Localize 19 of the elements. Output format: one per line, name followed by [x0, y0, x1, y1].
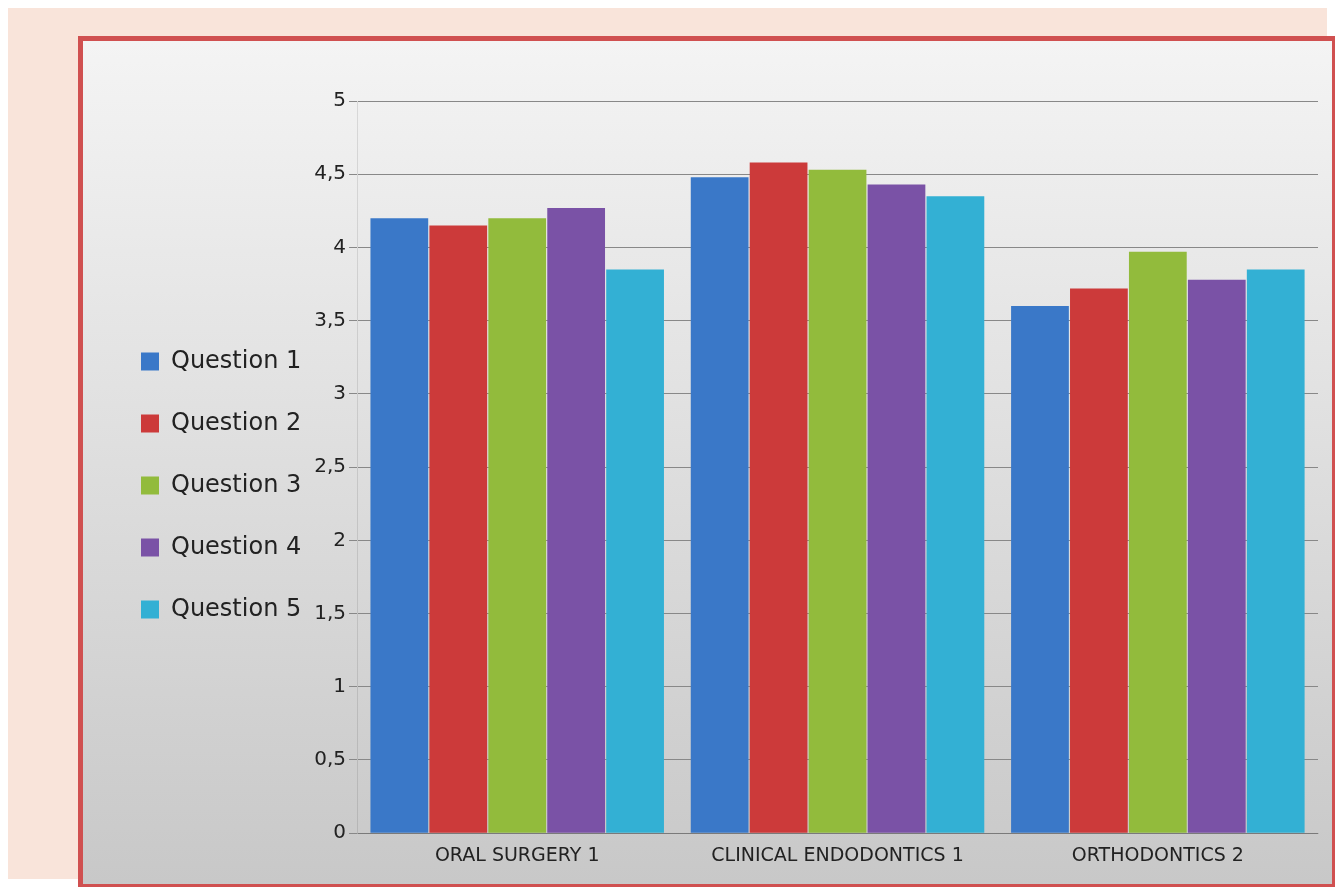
legend-label: Question 1 — [171, 345, 302, 374]
x-tick-label: ORTHODONTICS 2 — [1071, 842, 1244, 865]
legend-label: Question 2 — [171, 407, 302, 436]
x-tick-label: CLINICAL ENDODONTICS 1 — [711, 842, 964, 865]
y-tick-label: 0,5 — [314, 746, 347, 771]
y-tick-label: 1,5 — [314, 599, 347, 624]
y-tick-label: 3,5 — [314, 306, 347, 331]
y-tick-label: 3 — [333, 380, 347, 405]
legend-label: Question 4 — [171, 531, 302, 560]
y-tick-label: 2 — [333, 526, 347, 551]
y-tick-label: 0 — [333, 819, 347, 844]
y-tick-label: 5 — [333, 87, 347, 112]
x-tick-label: ORAL SURGERY 1 — [434, 842, 600, 865]
y-tick-label: 1 — [333, 672, 347, 697]
y-tick-label: 2,5 — [314, 453, 347, 478]
legend-label: Question 3 — [171, 469, 302, 498]
y-tick-label: 4 — [333, 233, 347, 258]
y-tick-label: 4,5 — [314, 160, 347, 185]
legend-label: Question 5 — [171, 593, 302, 622]
